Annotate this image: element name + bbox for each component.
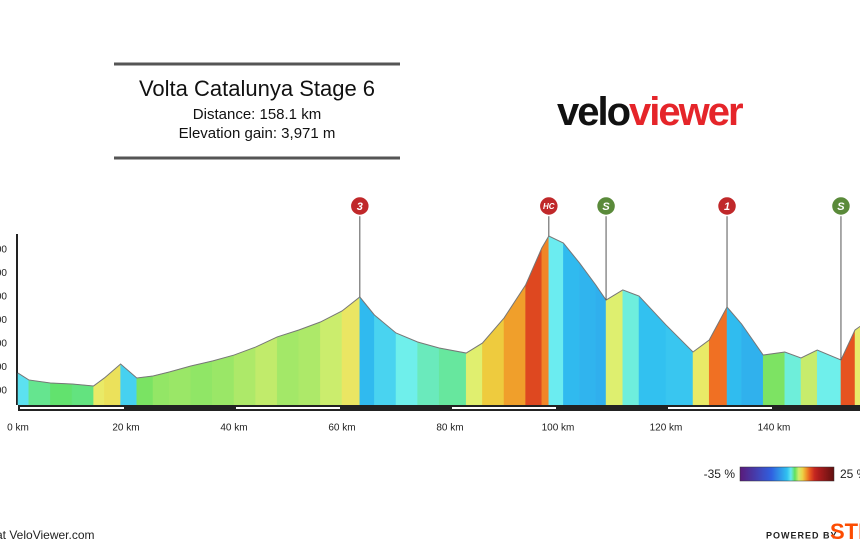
profile-segment [840,329,856,406]
y-tick-label: 400 [0,362,7,373]
y-tick-label: 800 [0,315,7,326]
climb-label: S [837,201,845,213]
y-tick-label: 200 [0,386,7,397]
profile-segment [438,347,467,406]
profile-segment [50,382,73,406]
profile-segment [298,321,321,406]
profile-segment [854,326,860,406]
logo-part: velo [557,90,630,134]
y-tick-label: 1400 [0,245,7,256]
gradient-bar [739,466,835,482]
x-tick-label: 120 km [650,423,683,434]
profile-segment [638,295,667,406]
profile-segment [341,296,361,406]
x-axis-band [18,405,860,411]
profile-segment [320,310,343,406]
x-tick-label: 0 km [7,423,29,434]
footer-credit: at VeloViewer.com [0,528,95,542]
x-axis-stripe [452,407,556,409]
x-tick-label: 40 km [220,423,247,434]
profile-segment [104,363,121,406]
profile-segment [255,336,278,406]
distance: Distance: 158.1 km [193,106,321,123]
profile-segment [741,323,764,406]
climb-label: HC [543,202,555,211]
profile-segment [579,262,597,406]
strava-logo: STI [830,519,860,544]
y-tick-label: 1000 [0,292,7,303]
climb-marker [349,195,371,217]
climb-marker [538,195,560,217]
profile-segment [503,284,526,406]
climb-label: 1 [724,201,730,213]
gradient-max-label: 25 % [840,467,860,481]
elevation-gain: Elevation gain: 3,971 m [179,125,336,142]
profile-segment [800,349,818,406]
profile-segment [563,242,580,406]
y-tick-label: 600 [0,339,7,350]
powered-by: POWERED BY [766,530,838,540]
profile-segment [374,314,397,406]
y-tick-label: 1200 [0,268,7,279]
x-tick-label: 80 km [436,423,463,434]
x-axis-stripe [668,407,772,409]
profile-outline [17,235,860,387]
profile-segment [708,306,728,406]
profile-segment [548,235,564,406]
profile-segment [525,247,543,406]
climb-label: S [602,201,610,213]
profile-segment [233,346,256,406]
climb-marker [830,195,852,217]
x-axis-stripe [20,407,124,409]
chart-title: Volta Catalunya Stage 6 [139,76,375,101]
climb-marker [716,195,738,217]
profile-segment [395,332,418,406]
profile-segment [359,296,375,406]
x-tick-label: 20 km [112,423,139,434]
profile-segment [212,354,235,406]
profile-segment [622,289,640,406]
profile-segment [276,329,300,406]
profile-segment [595,284,607,406]
profile-segment [17,372,30,406]
profile-segment [190,360,213,406]
x-tick-label: 100 km [542,423,575,434]
profile-segment [71,383,94,406]
profile-segment [605,289,624,406]
climb-marker [595,195,617,217]
gradient-min-label: -35 % [704,467,736,481]
profile-segment [136,375,154,406]
profile-segment [784,351,802,406]
profile-segment [120,363,138,406]
profile-segment [28,379,51,406]
profile-segment [152,371,170,406]
x-axis-stripe [236,407,340,409]
x-tick-label: 140 km [758,423,791,434]
profile-segment [168,365,192,406]
profile-segment [417,341,440,406]
profile-segment [541,235,550,406]
x-tick-label: 60 km [328,423,355,434]
climb-label: 3 [357,201,363,213]
profile-segment [665,324,694,406]
logo: veloviewer [557,90,743,134]
logo-part: viewer [629,90,743,134]
profile-segment [465,342,483,406]
profile-segment [762,351,786,406]
